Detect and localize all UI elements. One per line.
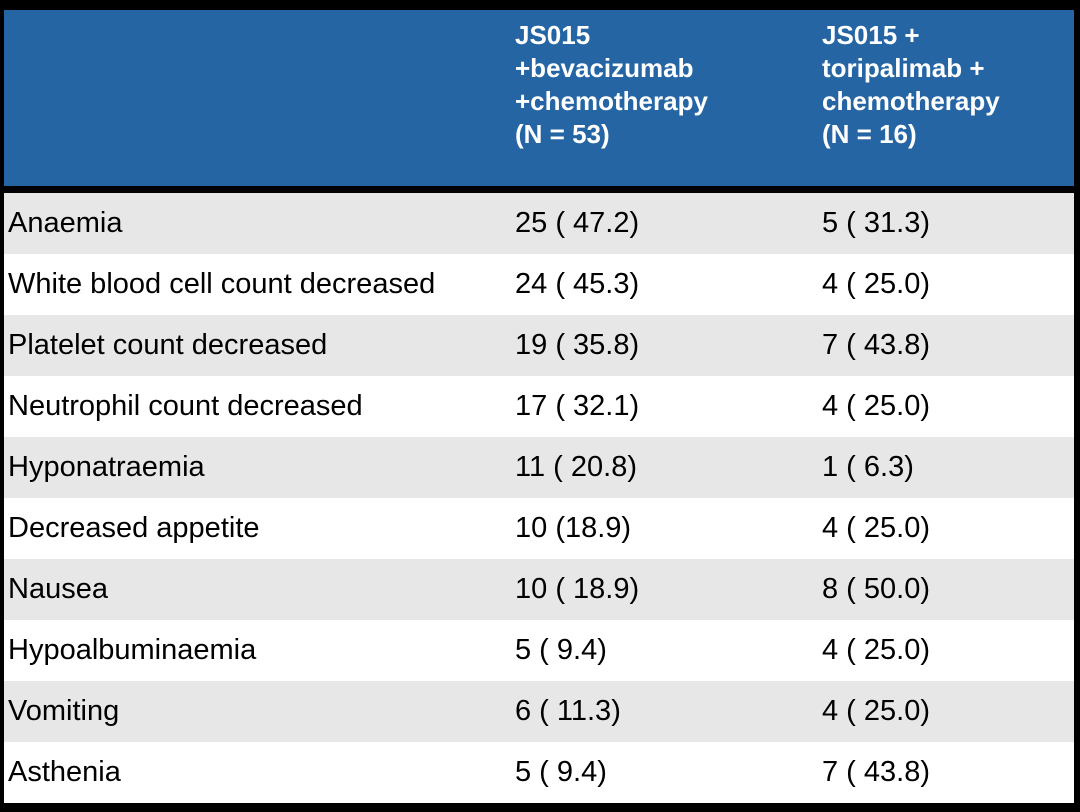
cell-arm2-value: 4 ( 25.0) bbox=[822, 634, 930, 666]
header-cell-arm1: JS015 +bevacizumab +chemotherapy (N = 53… bbox=[515, 20, 708, 149]
table-row: Decreased appetite 10 (18.9) 4 ( 25.0) bbox=[4, 498, 1074, 559]
cell-term: Decreased appetite bbox=[8, 512, 260, 544]
header-cell-arm2: JS015 + toripalimab + chemotherapy (N = … bbox=[822, 20, 1000, 149]
cell-arm1-value: 17 ( 32.1) bbox=[515, 390, 640, 422]
table-row: Platelet count decreased 19 ( 35.8) 7 ( … bbox=[4, 315, 1074, 376]
cell-arm2-value: 8 ( 50.0) bbox=[822, 573, 930, 605]
cell-term: Nausea bbox=[8, 573, 108, 605]
cell-term: White blood cell count decreased bbox=[8, 268, 436, 300]
cell-term: Vomiting bbox=[8, 695, 120, 727]
cell-arm2-value: 7 ( 43.8) bbox=[822, 329, 930, 361]
cell-arm1-value: 10 ( 18.9) bbox=[515, 573, 640, 605]
cell-term: Hypoalbuminaemia bbox=[8, 634, 257, 666]
cell-arm2-value: 5 ( 31.3) bbox=[822, 207, 930, 239]
table-row: Neutrophil count decreased 17 ( 32.1) 4 … bbox=[4, 376, 1074, 437]
table-row: Hyponatraemia 11 ( 20.8) 1 ( 6.3) bbox=[4, 437, 1074, 498]
adverse-events-table: JS015 +bevacizumab +chemotherapy (N = 53… bbox=[4, 10, 1074, 803]
cell-term: Asthenia bbox=[8, 756, 121, 788]
cell-arm1-value: 25 ( 47.2) bbox=[515, 207, 640, 239]
cell-arm2-value: 4 ( 25.0) bbox=[822, 512, 930, 544]
header-cell-term bbox=[4, 10, 515, 186]
table-row: Nausea 10 ( 18.9) 8 ( 50.0) bbox=[4, 559, 1074, 620]
cell-arm2-value: 7 ( 43.8) bbox=[822, 756, 930, 788]
cell-term: Neutrophil count decreased bbox=[8, 390, 363, 422]
table-header-row: JS015 +bevacizumab +chemotherapy (N = 53… bbox=[4, 10, 1074, 193]
cell-term: Platelet count decreased bbox=[8, 329, 328, 361]
cell-arm1-value: 6 ( 11.3) bbox=[515, 695, 621, 727]
cell-arm2-value: 1 ( 6.3) bbox=[822, 451, 914, 483]
table-row: Anaemia 25 ( 47.2) 5 ( 31.3) bbox=[4, 193, 1074, 254]
cell-arm1-value: 24 ( 45.3) bbox=[515, 268, 640, 300]
cell-arm1-value: 5 ( 9.4) bbox=[515, 756, 607, 788]
table-row: Asthenia 5 ( 9.4) 7 ( 43.8) bbox=[4, 742, 1074, 803]
cell-arm1-value: 11 ( 20.8) bbox=[515, 451, 637, 483]
cell-arm1-value: 5 ( 9.4) bbox=[515, 634, 607, 666]
table-row: Vomiting 6 ( 11.3) 4 ( 25.0) bbox=[4, 681, 1074, 742]
table-row: White blood cell count decreased 24 ( 45… bbox=[4, 254, 1074, 315]
table-row: Hypoalbuminaemia 5 ( 9.4) 4 ( 25.0) bbox=[4, 620, 1074, 681]
cell-arm2-value: 4 ( 25.0) bbox=[822, 268, 930, 300]
cell-term: Anaemia bbox=[8, 207, 123, 239]
cell-arm2-value: 4 ( 25.0) bbox=[822, 695, 930, 727]
cell-arm1-value: 19 ( 35.8) bbox=[515, 329, 640, 361]
cell-term: Hyponatraemia bbox=[8, 451, 205, 483]
cell-arm1-value: 10 (18.9) bbox=[515, 512, 632, 544]
table-body: Anaemia 25 ( 47.2) 5 ( 31.3) White blood… bbox=[4, 193, 1074, 803]
cell-arm2-value: 4 ( 25.0) bbox=[822, 390, 930, 422]
